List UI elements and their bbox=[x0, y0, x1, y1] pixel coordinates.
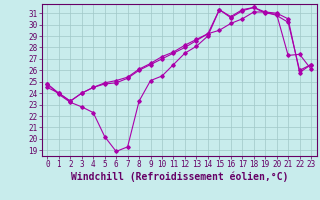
X-axis label: Windchill (Refroidissement éolien,°C): Windchill (Refroidissement éolien,°C) bbox=[70, 172, 288, 182]
